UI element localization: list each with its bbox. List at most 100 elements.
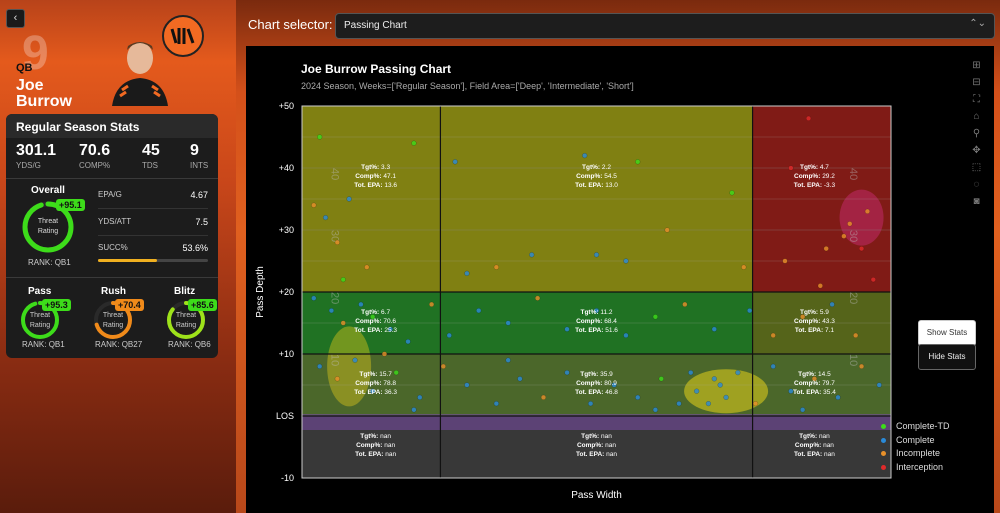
zone-stat-label: Tot. EPA: — [794, 451, 822, 458]
zone-stat-label: Tgt%: — [361, 164, 379, 171]
data-point — [823, 246, 829, 252]
zone-stat-label: Tot. EPA: — [575, 389, 603, 396]
zone-stat-epa: Tot. EPA: 7.1 — [795, 327, 835, 334]
home-icon[interactable]: ⌂ — [973, 111, 980, 122]
data-point — [440, 363, 446, 369]
legend-item[interactable]: Complete — [878, 435, 950, 449]
legend-item[interactable]: Interception — [878, 462, 950, 476]
data-point — [658, 376, 664, 382]
legend-item[interactable]: Complete-TD — [878, 421, 950, 435]
data-point — [652, 314, 658, 320]
zone-stat-value: 14.5 — [818, 371, 831, 378]
metric-divider — [98, 235, 208, 236]
field-number: 10 — [328, 354, 340, 366]
metric-value: 7.5 — [195, 217, 208, 227]
pan-icon[interactable]: ✥ — [972, 145, 981, 156]
field-number: 40 — [847, 168, 859, 180]
zone-stat-label: Comp%: — [794, 318, 820, 325]
zone-stat-label: Tot. EPA: — [354, 389, 382, 396]
autoscale-icon[interactable]: ⛶ — [973, 94, 980, 105]
legend-label: Complete-TD — [896, 421, 950, 431]
zone-stat-value: 78.8 — [383, 380, 396, 387]
data-point — [717, 382, 723, 388]
y-tick-label: +30 — [279, 225, 294, 235]
zoom-in-icon[interactable]: ⊞ — [972, 60, 981, 71]
sub-rating-ring-text-2: Rating — [29, 322, 51, 329]
data-point — [788, 165, 794, 171]
zone-stat-comp: Comp%: nan — [356, 442, 395, 449]
data-point — [311, 202, 317, 208]
data-point — [340, 277, 346, 283]
data-point — [429, 301, 435, 307]
sub-rating-ring-text-2: Rating — [175, 322, 197, 329]
legend-label: Interception — [896, 461, 944, 472]
field-number: 40 — [328, 168, 340, 180]
zone-stat-epa: Tot. EPA: 13.6 — [354, 182, 397, 189]
legend-label: Complete — [896, 434, 935, 445]
data-point — [529, 252, 535, 258]
zone-stat-value: 79.7 — [822, 380, 835, 387]
legend-label: Incomplete — [896, 448, 941, 459]
zone-stat-label: Comp%: — [356, 442, 382, 449]
chart-selector-dropdown[interactable]: Passing Chart ⌃⌄ — [335, 13, 995, 39]
data-point — [635, 394, 641, 400]
hide-stats-button[interactable]: Hide Stats — [918, 344, 976, 370]
zoom-out-icon[interactable]: ⊟ — [972, 77, 981, 88]
rank-label: RANK: — [22, 340, 47, 349]
data-point — [588, 401, 594, 407]
zone-stat-tgt: Tgt%: 3.3 — [361, 164, 390, 171]
season-stat: 70.6 COMP% — [79, 142, 110, 170]
zone-stat-value: nan — [601, 433, 612, 440]
zone-stat-tgt: Tgt%: nan — [581, 433, 612, 440]
data-point — [864, 208, 870, 214]
show-stats-button[interactable]: Show Stats — [918, 320, 976, 346]
zone-stat-tgt: Tgt%: 4.7 — [800, 164, 829, 171]
data-point — [770, 363, 776, 369]
zone-stat-label: Tgt%: — [361, 309, 379, 316]
zone-stat-label: Tgt%: — [359, 371, 377, 378]
zone-stat-comp: Comp%: 54.5 — [576, 173, 617, 180]
data-point — [364, 264, 370, 270]
data-point — [340, 320, 346, 326]
stat-label: TDS — [142, 161, 158, 170]
sub-rating-rank: RANK: QB1 — [22, 340, 65, 349]
zone-stat-label: Tgt%: — [582, 164, 600, 171]
overall-badge: +95.1 — [56, 199, 85, 211]
legend-item[interactable]: Incomplete — [878, 448, 950, 462]
data-point — [582, 153, 588, 159]
lasso-icon[interactable]: ◌ — [973, 179, 980, 190]
zone-stat-label: Tot. EPA: — [795, 327, 823, 334]
metric-divider — [98, 208, 208, 209]
box-select-icon[interactable]: ⬚ — [971, 162, 982, 173]
rank-label: RANK: — [95, 340, 120, 349]
data-point — [747, 308, 753, 314]
data-point — [311, 295, 317, 301]
zone-stat-value: 6.7 — [381, 309, 390, 316]
zone-stat-value: nan — [384, 442, 395, 449]
zone-stat-value: 36.3 — [384, 389, 397, 396]
data-point — [505, 357, 511, 363]
zone-stat-label: Tgt%: — [580, 371, 598, 378]
zone-stat-value: nan — [819, 433, 830, 440]
data-point — [788, 388, 794, 394]
data-point — [358, 301, 364, 307]
legend-marker — [881, 424, 886, 429]
back-button[interactable]: ‹ — [6, 9, 25, 28]
overall-title: Overall — [31, 185, 65, 196]
sub-rating-ring-text: Threat Rating — [91, 311, 135, 331]
sub-rating-ring-text-1: Threat — [29, 312, 51, 319]
sub-rating-badge: +85.6 — [188, 299, 217, 311]
rank-value: QB1 — [54, 258, 71, 267]
zone-stat-value: 46.8 — [605, 389, 618, 396]
data-point — [370, 314, 376, 320]
data-point — [829, 301, 835, 307]
zone-stat-comp: Comp%: 78.8 — [355, 380, 396, 387]
rank-label: RANK: — [28, 258, 53, 267]
zoom-icon[interactable]: ⚲ — [972, 128, 981, 139]
stat-label: COMP% — [79, 161, 111, 170]
chevron-updown-icon: ⌃⌄ — [969, 18, 986, 29]
zone-stat-comp: Comp%: 47.1 — [355, 173, 396, 180]
camera-icon[interactable]: ◙ — [973, 196, 980, 207]
zone-stat-value: nan — [380, 433, 391, 440]
